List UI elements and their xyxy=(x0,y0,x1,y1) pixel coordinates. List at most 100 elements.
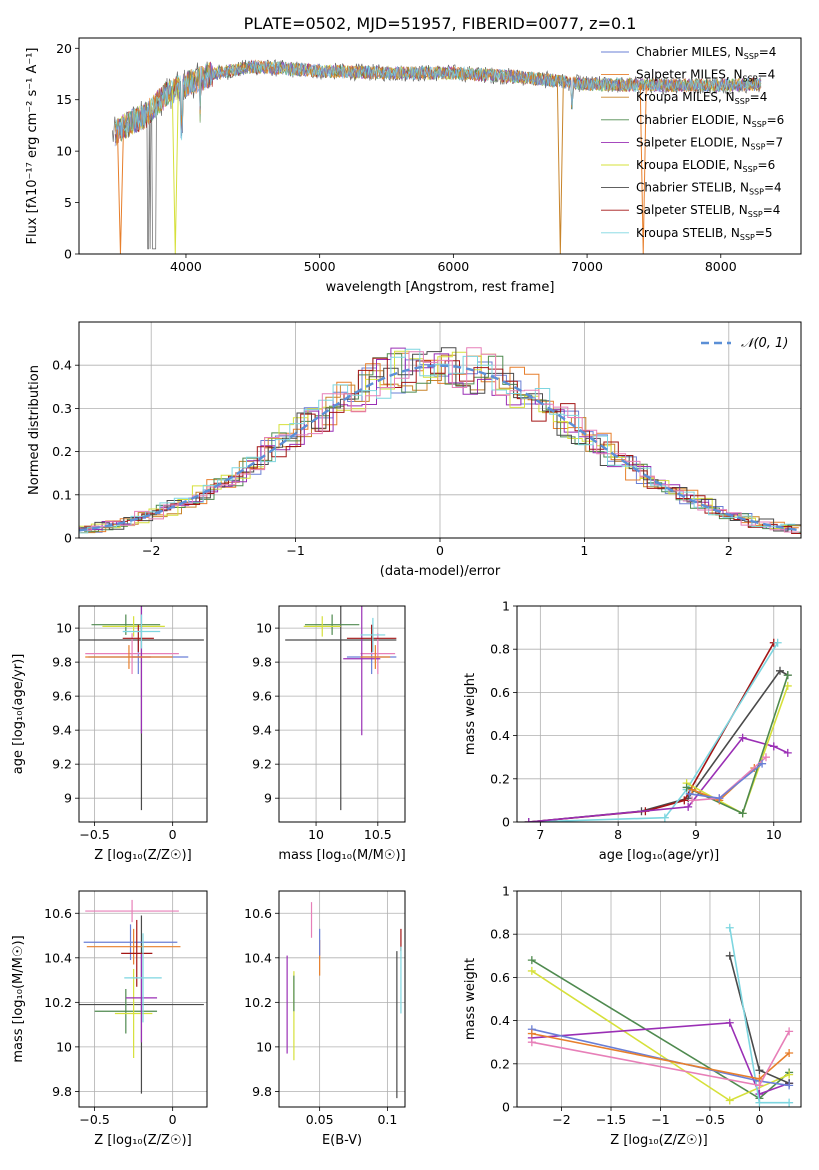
y-tick-label: 10 xyxy=(256,1039,272,1054)
y-tick-label: 0.2 xyxy=(490,771,510,786)
x-tick-label: −2 xyxy=(552,1112,570,1127)
weight-marker xyxy=(785,1070,794,1079)
weight-marker xyxy=(755,1081,764,1090)
weight-marker xyxy=(775,666,784,675)
x-axis-label: mass [log₁₀(M/M☉)] xyxy=(278,848,405,863)
x-tick-label: 0 xyxy=(169,1112,177,1127)
weight-marker xyxy=(688,796,697,805)
y-axis-label: mass [log₁₀(M/M☉)] xyxy=(11,935,26,1062)
y-tick-label: 9.8 xyxy=(252,1084,272,1099)
figure-title: PLATE=0502, MJD=51957, FIBERID=0077, z=0… xyxy=(244,14,637,33)
y-tick-label: 15 xyxy=(56,92,72,107)
legend-entry: Salpeter ELODIE, NSSP=7 xyxy=(636,135,783,151)
residuals-panel: −2 −1 0 1 2 0 0.1 0.2 0.3 0.4 (data-model)/error No… xyxy=(27,321,802,579)
x-tick-label: 10 xyxy=(766,827,782,842)
weight-marker xyxy=(527,1029,536,1038)
x-axis-label: Z [log₁₀(Z/Z☉)] xyxy=(94,848,191,863)
weight-marker xyxy=(755,1066,764,1075)
legend-entry: Kroupa STELIB, NSSP=5 xyxy=(636,226,773,242)
weight-marker xyxy=(660,813,669,822)
x-tick-label: −0.5 xyxy=(695,1112,725,1127)
y-tick-label: 9.6 xyxy=(52,689,72,704)
x-axis-label: (data-model)/error xyxy=(380,564,501,579)
axes-frame xyxy=(516,605,802,823)
weight-marker xyxy=(738,809,747,818)
errorbars xyxy=(79,606,204,811)
errorbars xyxy=(286,902,402,1099)
y-tick-label: 0.1 xyxy=(52,487,72,502)
age_vs_mass-panel: 10 10.5 9 9.2 9.4 9.6 9.8 10 mass [log₁₀(M/M☉)] xyxy=(252,605,406,863)
weight-marker xyxy=(761,753,770,762)
spectrum-line-k_stelib xyxy=(114,60,762,141)
x-tick-label: 0.1 xyxy=(377,1112,397,1127)
x-tick-label: −1 xyxy=(286,543,304,558)
legend-entry: 𝒩(0, 1) xyxy=(741,336,788,351)
y-tick-label: 0.2 xyxy=(52,444,72,459)
y-tick-label: 9.4 xyxy=(252,723,272,738)
x-tick-label: 0.05 xyxy=(306,1112,334,1127)
weight-line-s_elodie xyxy=(531,1021,790,1096)
legend-entry: Salpeter MILES, NSSP=4 xyxy=(636,68,775,84)
x-tick-label: −1 xyxy=(651,1112,669,1127)
weight-marker xyxy=(783,671,792,680)
x-tick-label: 7000 xyxy=(571,259,603,274)
model-drop xyxy=(556,81,564,254)
errorbars xyxy=(79,899,204,1094)
y-tick-label: 0.6 xyxy=(490,685,510,700)
age_vs_Z-panel: −0.5 0 9 9.2 9.4 9.6 9.8 10 Z [log₁₀(Z/Z☉)] age [… xyxy=(11,605,208,863)
y-tick-label: 9.4 xyxy=(52,723,72,738)
y-axis-label: mass weight xyxy=(463,958,478,1040)
y-tick-label: 10.6 xyxy=(244,906,272,921)
y-tick-label: 5 xyxy=(64,195,72,210)
weight-marker xyxy=(755,1090,764,1099)
legend-entry: Kroupa MILES, NSSP=4 xyxy=(636,90,767,106)
y-tick-label: 0.3 xyxy=(52,401,72,416)
weight-marker xyxy=(783,748,792,757)
y-tick-label: 1 xyxy=(502,599,510,614)
x-tick-label: 5000 xyxy=(304,259,336,274)
x-tick-label: −1.5 xyxy=(596,1112,626,1127)
weight-marker xyxy=(783,681,792,690)
legend-entry: Chabrier MILES, NSSP=4 xyxy=(636,45,776,61)
legend-entry: Chabrier STELIB, NSSP=4 xyxy=(636,181,782,197)
y-axis-label: Normed distribution xyxy=(27,365,42,495)
mass_vs_EBV-panel: 0.05 0.1 9.8 10 10.2 10.4 10.6 E(B-V) xyxy=(244,890,406,1148)
y-axis-label: mass weight xyxy=(463,673,478,755)
x-tick-label: −0.5 xyxy=(79,827,109,842)
y-tick-label: 9 xyxy=(264,791,272,806)
weight-marker xyxy=(785,1098,794,1107)
normal-curve xyxy=(79,364,801,532)
x-tick-label: −0.5 xyxy=(79,1112,109,1127)
weight-marker xyxy=(738,733,747,742)
weight-marker xyxy=(725,1018,734,1027)
axes-frame xyxy=(78,605,208,823)
weight-line-k_stelib xyxy=(528,642,779,822)
x-tick-label: 0 xyxy=(169,827,177,842)
weight-marker xyxy=(682,783,691,792)
weight-marker xyxy=(755,1098,764,1107)
weight-line-s_elodie xyxy=(528,736,789,822)
weight-marker xyxy=(524,818,533,822)
x-tick-label: 1 xyxy=(580,543,588,558)
weight-marker xyxy=(785,1027,794,1036)
x-axis-label: age [log₁₀(age/yr)] xyxy=(599,848,720,863)
weight-marker xyxy=(715,794,724,803)
x-axis-label: wavelength [Angstrom, rest frame] xyxy=(326,280,555,295)
weight-marker xyxy=(769,742,778,751)
y-tick-label: 9.8 xyxy=(252,655,272,670)
weight-marker xyxy=(684,802,693,811)
x-axis-label: Z [log₁₀(Z/Z☉)] xyxy=(610,1133,707,1148)
y-tick-label: 20 xyxy=(56,41,72,56)
weight-marker xyxy=(725,1096,734,1105)
y-tick-label: 10.2 xyxy=(44,995,72,1010)
x-tick-label: −2 xyxy=(142,543,160,558)
massweight_vs_age-panel: 7 8 9 10 0 0.2 0.4 0.6 0.8 1 age [log₁₀(age/yr)] ma… xyxy=(463,599,802,863)
x-tick-label: 8 xyxy=(614,827,622,842)
y-tick-label: 10 xyxy=(256,621,272,636)
y-tick-label: 9 xyxy=(64,791,72,806)
weight-lines xyxy=(527,923,794,1107)
y-axis-label: Flux [fλ10⁻¹⁷ erg cm⁻² s⁻¹ A⁻¹] xyxy=(25,48,40,245)
y-tick-label: 0.6 xyxy=(490,970,510,985)
spectrum-lines xyxy=(112,59,762,254)
